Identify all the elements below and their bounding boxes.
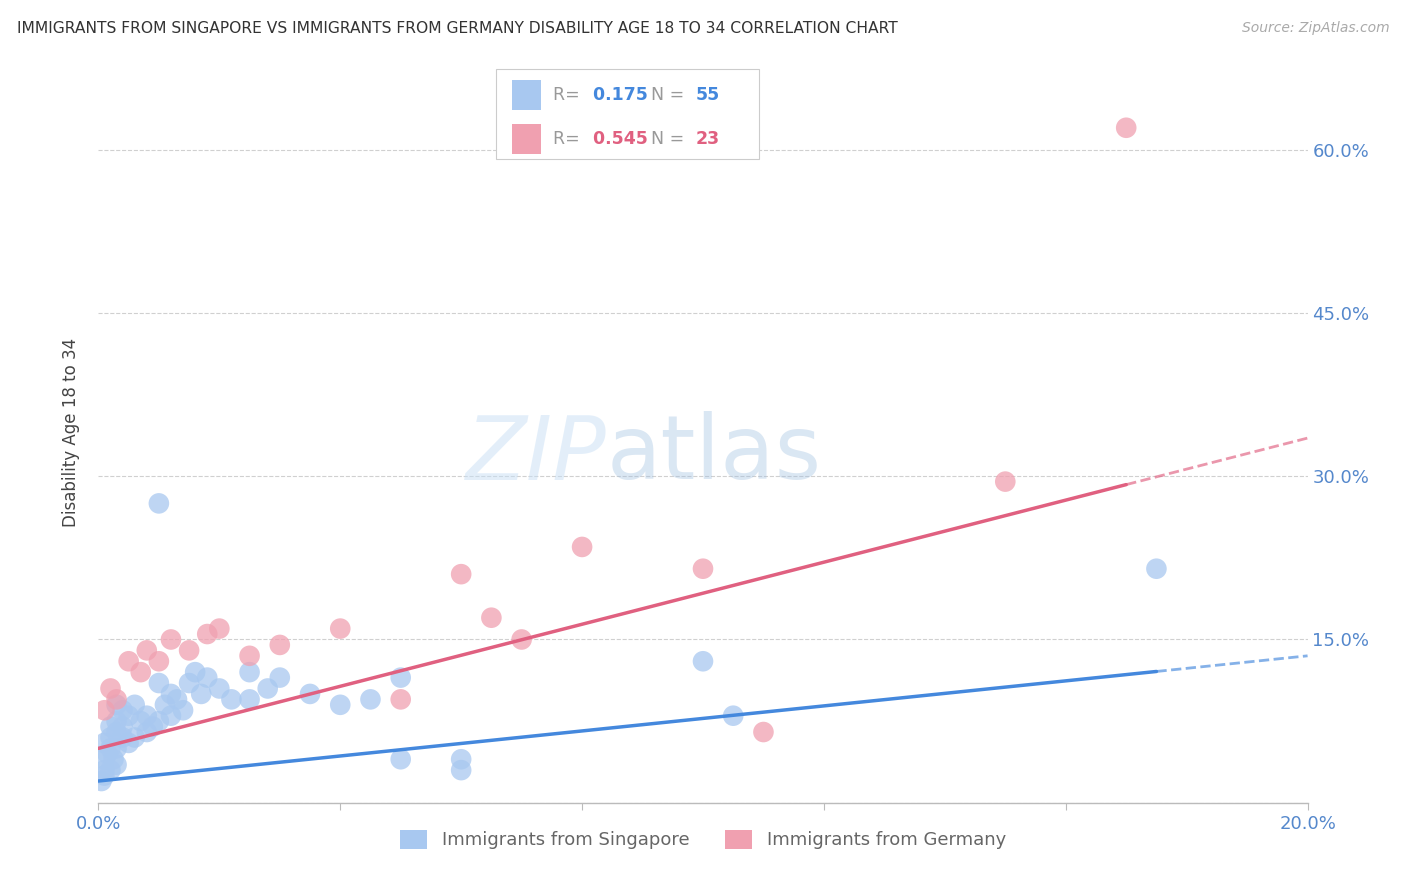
Point — [329, 698, 352, 712]
Text: R=: R= — [553, 129, 585, 148]
Point — [190, 687, 212, 701]
Text: R=: R= — [553, 86, 585, 103]
Point — [93, 703, 115, 717]
Legend: Immigrants from Singapore, Immigrants from Germany: Immigrants from Singapore, Immigrants fr… — [392, 823, 1014, 856]
Point — [135, 708, 157, 723]
Y-axis label: Disability Age 18 to 34: Disability Age 18 to 34 — [62, 338, 80, 527]
Point — [450, 763, 472, 777]
Point — [195, 627, 218, 641]
Point — [135, 643, 157, 657]
Point — [124, 731, 146, 745]
Point — [269, 638, 291, 652]
Point — [105, 692, 128, 706]
Text: 23: 23 — [696, 129, 720, 148]
Point — [239, 692, 262, 706]
Point — [269, 671, 291, 685]
Text: 0.545: 0.545 — [586, 129, 648, 148]
Point — [299, 687, 322, 701]
Point — [148, 714, 170, 728]
Point — [160, 708, 183, 723]
Point — [195, 671, 218, 685]
Point — [184, 665, 207, 680]
Point — [100, 763, 122, 777]
Point — [105, 698, 128, 712]
Point — [118, 654, 141, 668]
Point — [208, 681, 231, 696]
Point — [111, 731, 134, 745]
Point — [105, 741, 128, 756]
Point — [256, 681, 278, 696]
Point — [571, 540, 593, 554]
Text: 0.175: 0.175 — [586, 86, 648, 103]
Point — [692, 654, 714, 668]
Point — [129, 714, 152, 728]
FancyBboxPatch shape — [512, 124, 541, 153]
Point — [153, 698, 176, 712]
Point — [160, 687, 183, 701]
Point — [118, 736, 141, 750]
Point — [166, 692, 188, 706]
Point — [179, 643, 201, 657]
Point — [100, 720, 122, 734]
Point — [450, 752, 472, 766]
Point — [172, 703, 194, 717]
Point — [118, 708, 141, 723]
Point — [105, 725, 128, 739]
Point — [239, 648, 262, 663]
Point — [148, 496, 170, 510]
Point — [329, 622, 352, 636]
Text: N =: N = — [640, 129, 690, 148]
FancyBboxPatch shape — [512, 80, 541, 110]
Point — [90, 774, 112, 789]
Point — [105, 714, 128, 728]
Point — [1144, 562, 1167, 576]
Point — [135, 725, 157, 739]
Point — [100, 681, 122, 696]
Point — [389, 671, 412, 685]
Text: atlas: atlas — [606, 411, 821, 499]
Point — [389, 692, 412, 706]
Point — [208, 622, 231, 636]
Point — [100, 731, 122, 745]
Point — [179, 676, 201, 690]
Point — [96, 747, 118, 761]
FancyBboxPatch shape — [496, 69, 759, 160]
Point — [692, 562, 714, 576]
Point — [129, 665, 152, 680]
Point — [752, 725, 775, 739]
Text: N =: N = — [640, 86, 690, 103]
Point — [360, 692, 382, 706]
Text: 55: 55 — [696, 86, 720, 103]
Point — [148, 676, 170, 690]
Point — [93, 768, 115, 782]
Text: Source: ZipAtlas.com: Source: ZipAtlas.com — [1241, 21, 1389, 36]
Point — [148, 654, 170, 668]
Point — [510, 632, 533, 647]
Point — [1115, 120, 1137, 135]
Point — [994, 475, 1017, 489]
Point — [142, 720, 165, 734]
Point — [450, 567, 472, 582]
Point — [100, 741, 122, 756]
Point — [160, 632, 183, 647]
Point — [111, 720, 134, 734]
Point — [105, 757, 128, 772]
Point — [239, 665, 262, 680]
Point — [111, 703, 134, 717]
Point — [221, 692, 243, 706]
Point — [481, 611, 503, 625]
Point — [93, 736, 115, 750]
Point — [389, 752, 412, 766]
Text: IMMIGRANTS FROM SINGAPORE VS IMMIGRANTS FROM GERMANY DISABILITY AGE 18 TO 34 COR: IMMIGRANTS FROM SINGAPORE VS IMMIGRANTS … — [17, 21, 897, 37]
Point — [103, 752, 125, 766]
Point — [723, 708, 745, 723]
Point — [124, 698, 146, 712]
Point — [93, 752, 115, 766]
Text: ZIP: ZIP — [465, 412, 606, 498]
Point — [93, 763, 115, 777]
